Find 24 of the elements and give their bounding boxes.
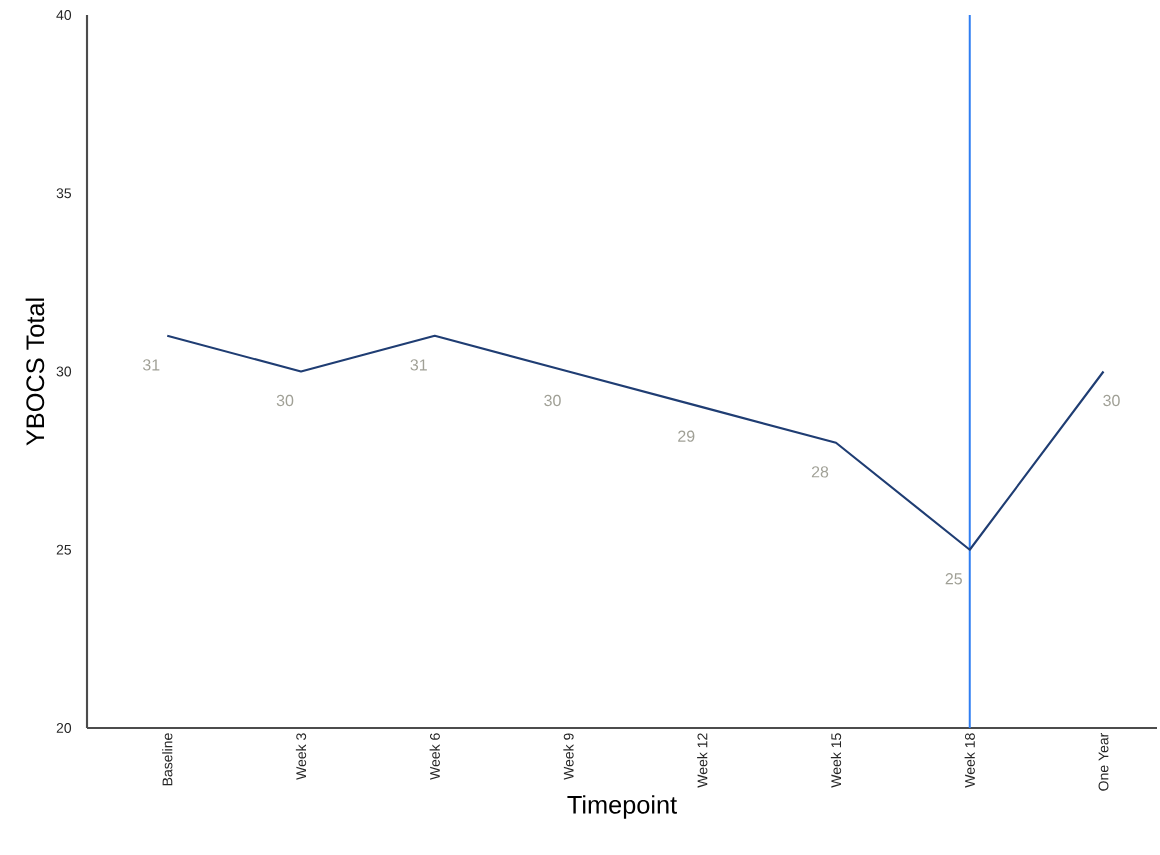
x-tick-label: Week 3 (295, 733, 307, 780)
y-tick-label: 40 (56, 10, 72, 20)
data-label: 30 (544, 394, 561, 407)
y-tick-label: 35 (56, 188, 72, 199)
line-series (166, 334, 1105, 551)
data-label: 29 (678, 430, 695, 442)
x-tick-label: Week 6 (429, 733, 440, 780)
y-tick-label: 20 (56, 723, 72, 733)
data-label: 31 (410, 359, 427, 371)
x-tick-label: Week 15 (830, 733, 842, 788)
data-label: 25 (945, 573, 962, 585)
y-tick-label: 25 (56, 544, 72, 555)
x-tick-label: Week 12 (697, 733, 708, 788)
x-tick-label: Week 9 (563, 733, 574, 780)
data-label: 31 (142, 359, 160, 371)
data-label: 28 (811, 466, 829, 478)
x-tick-label: Week 18 (964, 733, 975, 788)
x-tick-label: Baseline (162, 733, 173, 786)
y-axis-title: YBOCS Total (25, 298, 45, 446)
data-label: 30 (1103, 394, 1120, 407)
y-tick-label: 30 (56, 366, 72, 377)
x-tick-label: One Year (1098, 732, 1109, 791)
x-axis-title: Timepoint (567, 795, 677, 819)
data-label: 30 (276, 394, 294, 407)
